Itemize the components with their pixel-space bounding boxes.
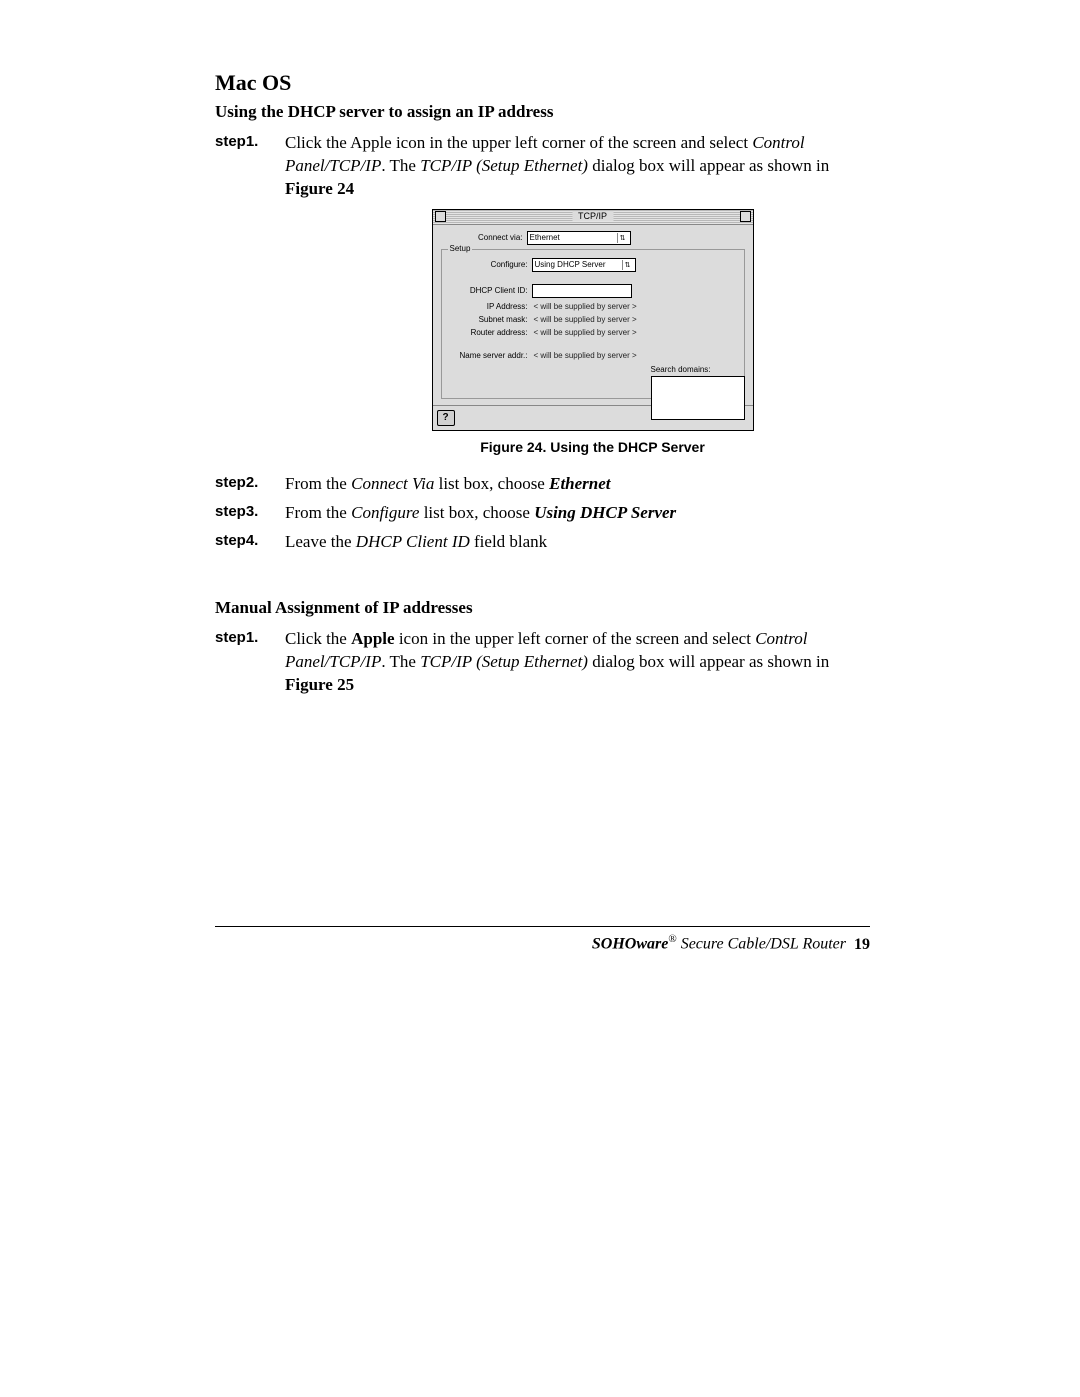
footer-product: Secure Cable/DSL Router bbox=[677, 936, 846, 953]
dhcp-client-id-label: DHCP Client ID: bbox=[446, 286, 532, 295]
text: . The bbox=[381, 156, 420, 175]
text-bold: Figure 25 bbox=[285, 675, 354, 694]
section2-title: Manual Assignment of IP addresses bbox=[215, 598, 870, 618]
nameserver-label: Name server addr.: bbox=[446, 351, 532, 360]
select-value: Ethernet bbox=[530, 233, 560, 242]
step-label: step4. bbox=[215, 531, 285, 554]
text: From the bbox=[285, 474, 351, 493]
connect-via-label: Connect via: bbox=[441, 233, 527, 242]
step-label: step1. bbox=[215, 132, 285, 201]
section2-step1: step1. Click the Apple icon in the upper… bbox=[215, 628, 870, 697]
step-text: From the Connect Via list box, choose Et… bbox=[285, 473, 870, 496]
figure-caption: Figure 24. Using the DHCP Server bbox=[315, 439, 870, 455]
zoom-icon[interactable] bbox=[740, 211, 751, 222]
text: list box, choose bbox=[434, 474, 549, 493]
page-heading: Mac OS bbox=[215, 70, 870, 96]
section1-step1: step1. Click the Apple icon in the upper… bbox=[215, 132, 870, 201]
text: Click the bbox=[285, 629, 351, 648]
text-italic: TCP/IP (Setup Ethernet) bbox=[420, 156, 588, 175]
text-bold: Apple bbox=[351, 629, 394, 648]
text: dialog box will appear as shown in bbox=[588, 156, 829, 175]
text: Click the Apple icon in the upper left c… bbox=[285, 133, 752, 152]
step-text: Click the Apple icon in the upper left c… bbox=[285, 132, 870, 201]
search-domains-group: Search domains: bbox=[651, 365, 743, 420]
search-domains-input[interactable] bbox=[651, 376, 745, 420]
page-footer: SOHOware® Secure Cable/DSL Router 19 bbox=[215, 926, 870, 953]
step-text: From the Configure list box, choose Usin… bbox=[285, 502, 870, 525]
text-italic: Connect Via bbox=[351, 474, 434, 493]
router-address-value: < will be supplied by server > bbox=[532, 328, 637, 337]
dialog-titlebar: TCP/IP bbox=[433, 210, 753, 225]
search-domains-label: Search domains: bbox=[651, 365, 743, 374]
text-italic: Configure bbox=[351, 503, 419, 522]
step-label: step3. bbox=[215, 502, 285, 525]
step-text: Leave the DHCP Client ID field blank bbox=[285, 531, 870, 554]
section1-step2: step2. From the Connect Via list box, ch… bbox=[215, 473, 870, 496]
chevron-updown-icon: ⇅ bbox=[617, 233, 628, 243]
dialog-title: TCP/IP bbox=[572, 211, 613, 221]
text: list box, choose bbox=[419, 503, 534, 522]
connect-via-select[interactable]: Ethernet ⇅ bbox=[527, 231, 631, 245]
select-value: Using DHCP Server bbox=[535, 260, 606, 269]
page-number: 19 bbox=[854, 936, 870, 953]
figure-24: TCP/IP Connect via: Ethernet ⇅ Setup Con… bbox=[315, 209, 870, 455]
text: field blank bbox=[470, 532, 547, 551]
step-label: step1. bbox=[215, 628, 285, 697]
section1-step3: step3. From the Configure list box, choo… bbox=[215, 502, 870, 525]
section1-title: Using the DHCP server to assign an IP ad… bbox=[215, 102, 870, 122]
router-address-label: Router address: bbox=[446, 328, 532, 337]
ip-address-value: < will be supplied by server > bbox=[532, 302, 637, 311]
text-bold: Figure 24 bbox=[285, 179, 354, 198]
dhcp-client-id-input[interactable] bbox=[532, 284, 632, 298]
ip-address-label: IP Address: bbox=[446, 302, 532, 311]
text-bold-italic: Using DHCP Server bbox=[534, 503, 676, 522]
registered-icon: ® bbox=[668, 933, 676, 945]
text: Leave the bbox=[285, 532, 356, 551]
close-icon[interactable] bbox=[435, 211, 446, 222]
step-text: Click the Apple icon in the upper left c… bbox=[285, 628, 870, 697]
text-italic: TCP/IP (Setup Ethernet) bbox=[420, 652, 588, 671]
text: From the bbox=[285, 503, 351, 522]
text: dialog box will appear as shown in bbox=[588, 652, 829, 671]
subnet-mask-value: < will be supplied by server > bbox=[532, 315, 637, 324]
setup-legend: Setup bbox=[448, 244, 473, 253]
configure-select[interactable]: Using DHCP Server ⇅ bbox=[532, 258, 636, 272]
tcpip-dialog: TCP/IP Connect via: Ethernet ⇅ Setup Con… bbox=[432, 209, 754, 431]
step-label: step2. bbox=[215, 473, 285, 496]
text-italic: DHCP Client ID bbox=[356, 532, 470, 551]
help-button[interactable]: ? bbox=[437, 410, 455, 426]
configure-label: Configure: bbox=[446, 260, 532, 269]
section1-step4: step4. Leave the DHCP Client ID field bl… bbox=[215, 531, 870, 554]
footer-brand: SOHOware bbox=[592, 936, 668, 953]
text: icon in the upper left corner of the scr… bbox=[395, 629, 756, 648]
subnet-mask-label: Subnet mask: bbox=[446, 315, 532, 324]
nameserver-value: < will be supplied by server > bbox=[532, 351, 637, 360]
text-bold-italic: Ethernet bbox=[549, 474, 610, 493]
text: . The bbox=[381, 652, 420, 671]
chevron-updown-icon: ⇅ bbox=[622, 260, 633, 270]
